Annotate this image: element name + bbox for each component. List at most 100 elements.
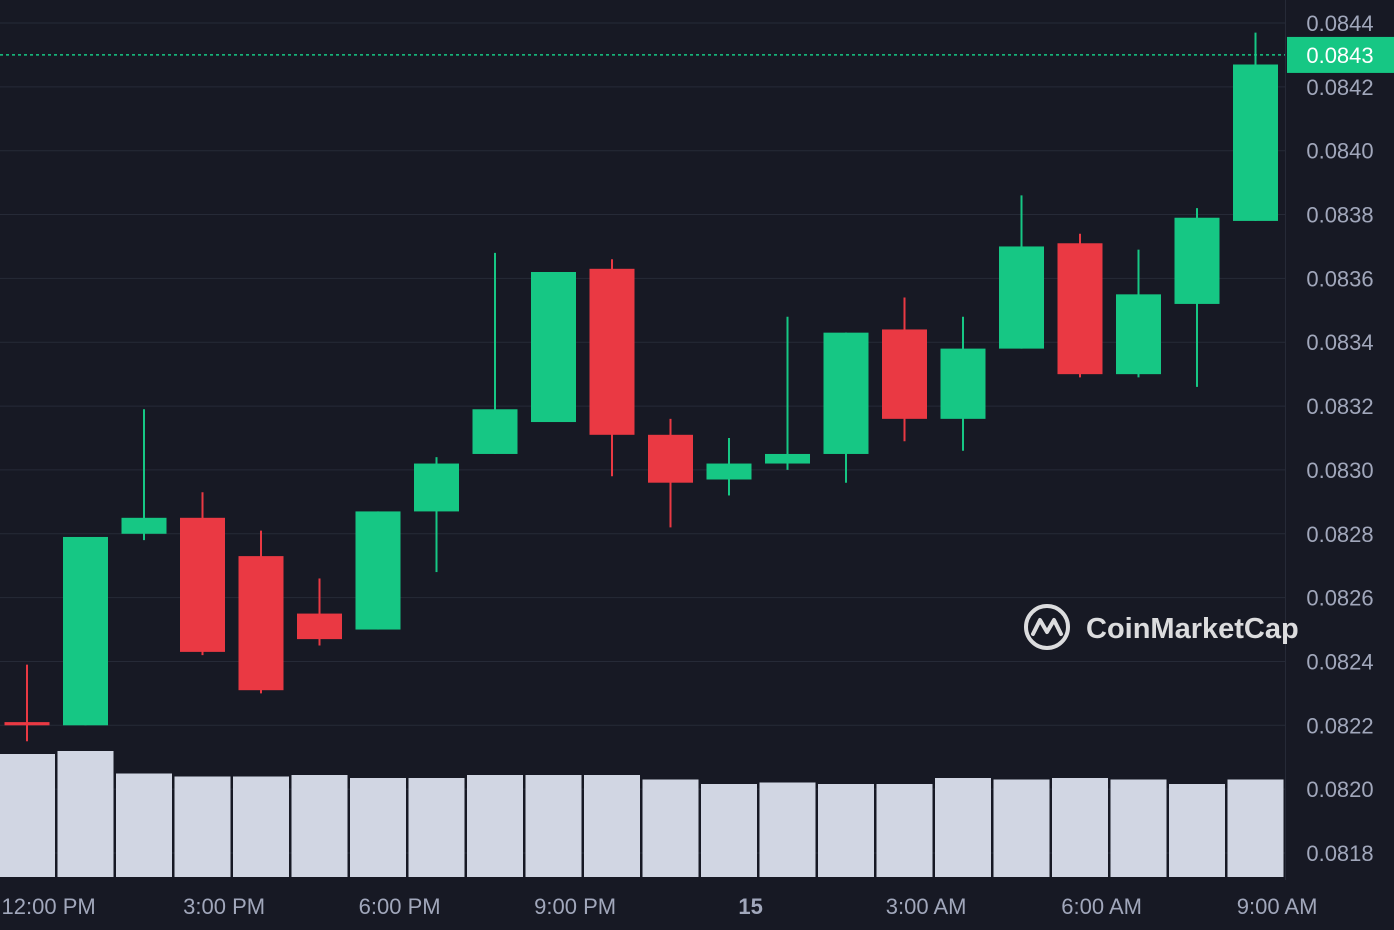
candle-body (297, 613, 342, 640)
candle-up (940, 316, 986, 451)
y-tick-label: 0.0840 (1306, 139, 1373, 164)
x-tick-label: 6:00 PM (359, 894, 441, 919)
candle-down (238, 530, 284, 694)
x-tick-label: 9:00 PM (534, 894, 616, 919)
y-tick-label: 0.0818 (1306, 841, 1373, 866)
volume-bar (818, 784, 874, 877)
candle-down (1057, 233, 1103, 378)
candlesticks (4, 32, 1278, 742)
candle-body (355, 511, 401, 630)
volume-bar (233, 776, 289, 877)
candle-body (238, 556, 284, 691)
volume-bar (408, 778, 465, 877)
candle-up (531, 272, 576, 423)
coinmarketcap-logo-icon (1024, 604, 1070, 650)
volume-bar (291, 775, 348, 877)
y-tick-label: 0.0838 (1306, 203, 1373, 228)
y-tick-label: 0.0844 (1306, 11, 1373, 36)
coinmarketcap-watermark: CoinMarketCap (1024, 604, 1299, 650)
candle-body (531, 272, 576, 423)
candle-down (882, 297, 927, 442)
candle-up (999, 195, 1044, 349)
volume-bars (0, 751, 1284, 877)
candle-body (648, 434, 693, 483)
volume-bar (1169, 784, 1225, 877)
x-axis: 12:00 PM 3:00 PM 6:00 PM 9:00 PM 15 3:00 AM 6:… (2, 894, 1318, 919)
y-tick-label: 0.0828 (1306, 522, 1373, 547)
current-price-line: 0.0843 (0, 36, 1394, 73)
candle-down (297, 578, 342, 646)
candle-down (589, 259, 635, 477)
candle-up (706, 438, 752, 496)
x-tick-label: 15 (738, 894, 762, 919)
volume-bar (876, 784, 933, 877)
candle-up (355, 511, 401, 630)
volume-bar (935, 778, 991, 877)
volume-bar (993, 779, 1050, 877)
watermark-text: CoinMarketCap (1086, 613, 1299, 645)
candle-body (882, 329, 927, 419)
candle-up (1116, 249, 1161, 378)
volume-bar (0, 754, 55, 877)
candle-body (1174, 217, 1220, 304)
volume-bar (57, 751, 114, 877)
volume-bar (467, 775, 523, 877)
y-tick-label: 0.0832 (1306, 394, 1373, 419)
y-tick-label: 0.0824 (1306, 649, 1373, 674)
candle-body (1057, 243, 1103, 375)
y-tick-label: 0.0836 (1306, 266, 1373, 291)
candle-body (823, 332, 869, 454)
candle-body (1233, 64, 1278, 221)
y-tick-label: 0.0820 (1306, 777, 1373, 802)
candle-down (180, 492, 225, 656)
volume-bar (701, 784, 757, 877)
volume-bar (1052, 778, 1108, 877)
candle-up (765, 316, 810, 470)
y-tick-label: 0.0822 (1306, 713, 1373, 738)
candle-up (1233, 32, 1278, 221)
candle-body (589, 268, 635, 435)
candle-up (414, 457, 459, 573)
volume-bar (584, 775, 640, 877)
candle-body (121, 517, 167, 534)
candle-down (648, 418, 693, 528)
y-tick-label: 0.0830 (1306, 458, 1373, 483)
volume-bar (350, 778, 406, 877)
candle-body (999, 246, 1044, 349)
candle-up (63, 536, 108, 726)
candle-body (4, 722, 50, 726)
current-price-label: 0.0843 (1306, 43, 1373, 68)
y-axis: 0.0844 0.0842 0.0840 0.0838 0.0836 0.0834 0.08… (1306, 11, 1373, 866)
volume-bar (759, 782, 816, 877)
candle-down (4, 664, 50, 742)
x-tick-label: 9:00 AM (1237, 894, 1318, 919)
volume-bar (174, 776, 231, 877)
y-tick-label: 0.0826 (1306, 586, 1373, 611)
current-price-badge (1287, 36, 1394, 73)
candle-body (414, 463, 459, 512)
volume-bar (1227, 779, 1284, 877)
candle-up (823, 332, 869, 483)
grid (0, 0, 1286, 880)
volume-bar (525, 775, 582, 877)
y-tick-label: 0.0834 (1306, 330, 1373, 355)
candle-up (1174, 208, 1220, 387)
x-tick-label: 3:00 AM (886, 894, 967, 919)
candle-body (180, 517, 225, 652)
volume-bar (1110, 779, 1167, 877)
candle-body (472, 409, 518, 454)
volume-bar (116, 773, 172, 877)
x-tick-label: 6:00 AM (1061, 894, 1142, 919)
candle-body (706, 463, 752, 480)
volume-bar (642, 779, 699, 877)
candle-up (121, 409, 167, 541)
x-tick-label: 3:00 PM (183, 894, 265, 919)
candle-body (940, 348, 986, 419)
x-tick-label: 12:00 PM (2, 894, 96, 919)
y-tick-label: 0.0842 (1306, 75, 1373, 100)
candle-body (765, 453, 810, 464)
candle-body (63, 536, 108, 726)
candle-body (1116, 294, 1161, 375)
